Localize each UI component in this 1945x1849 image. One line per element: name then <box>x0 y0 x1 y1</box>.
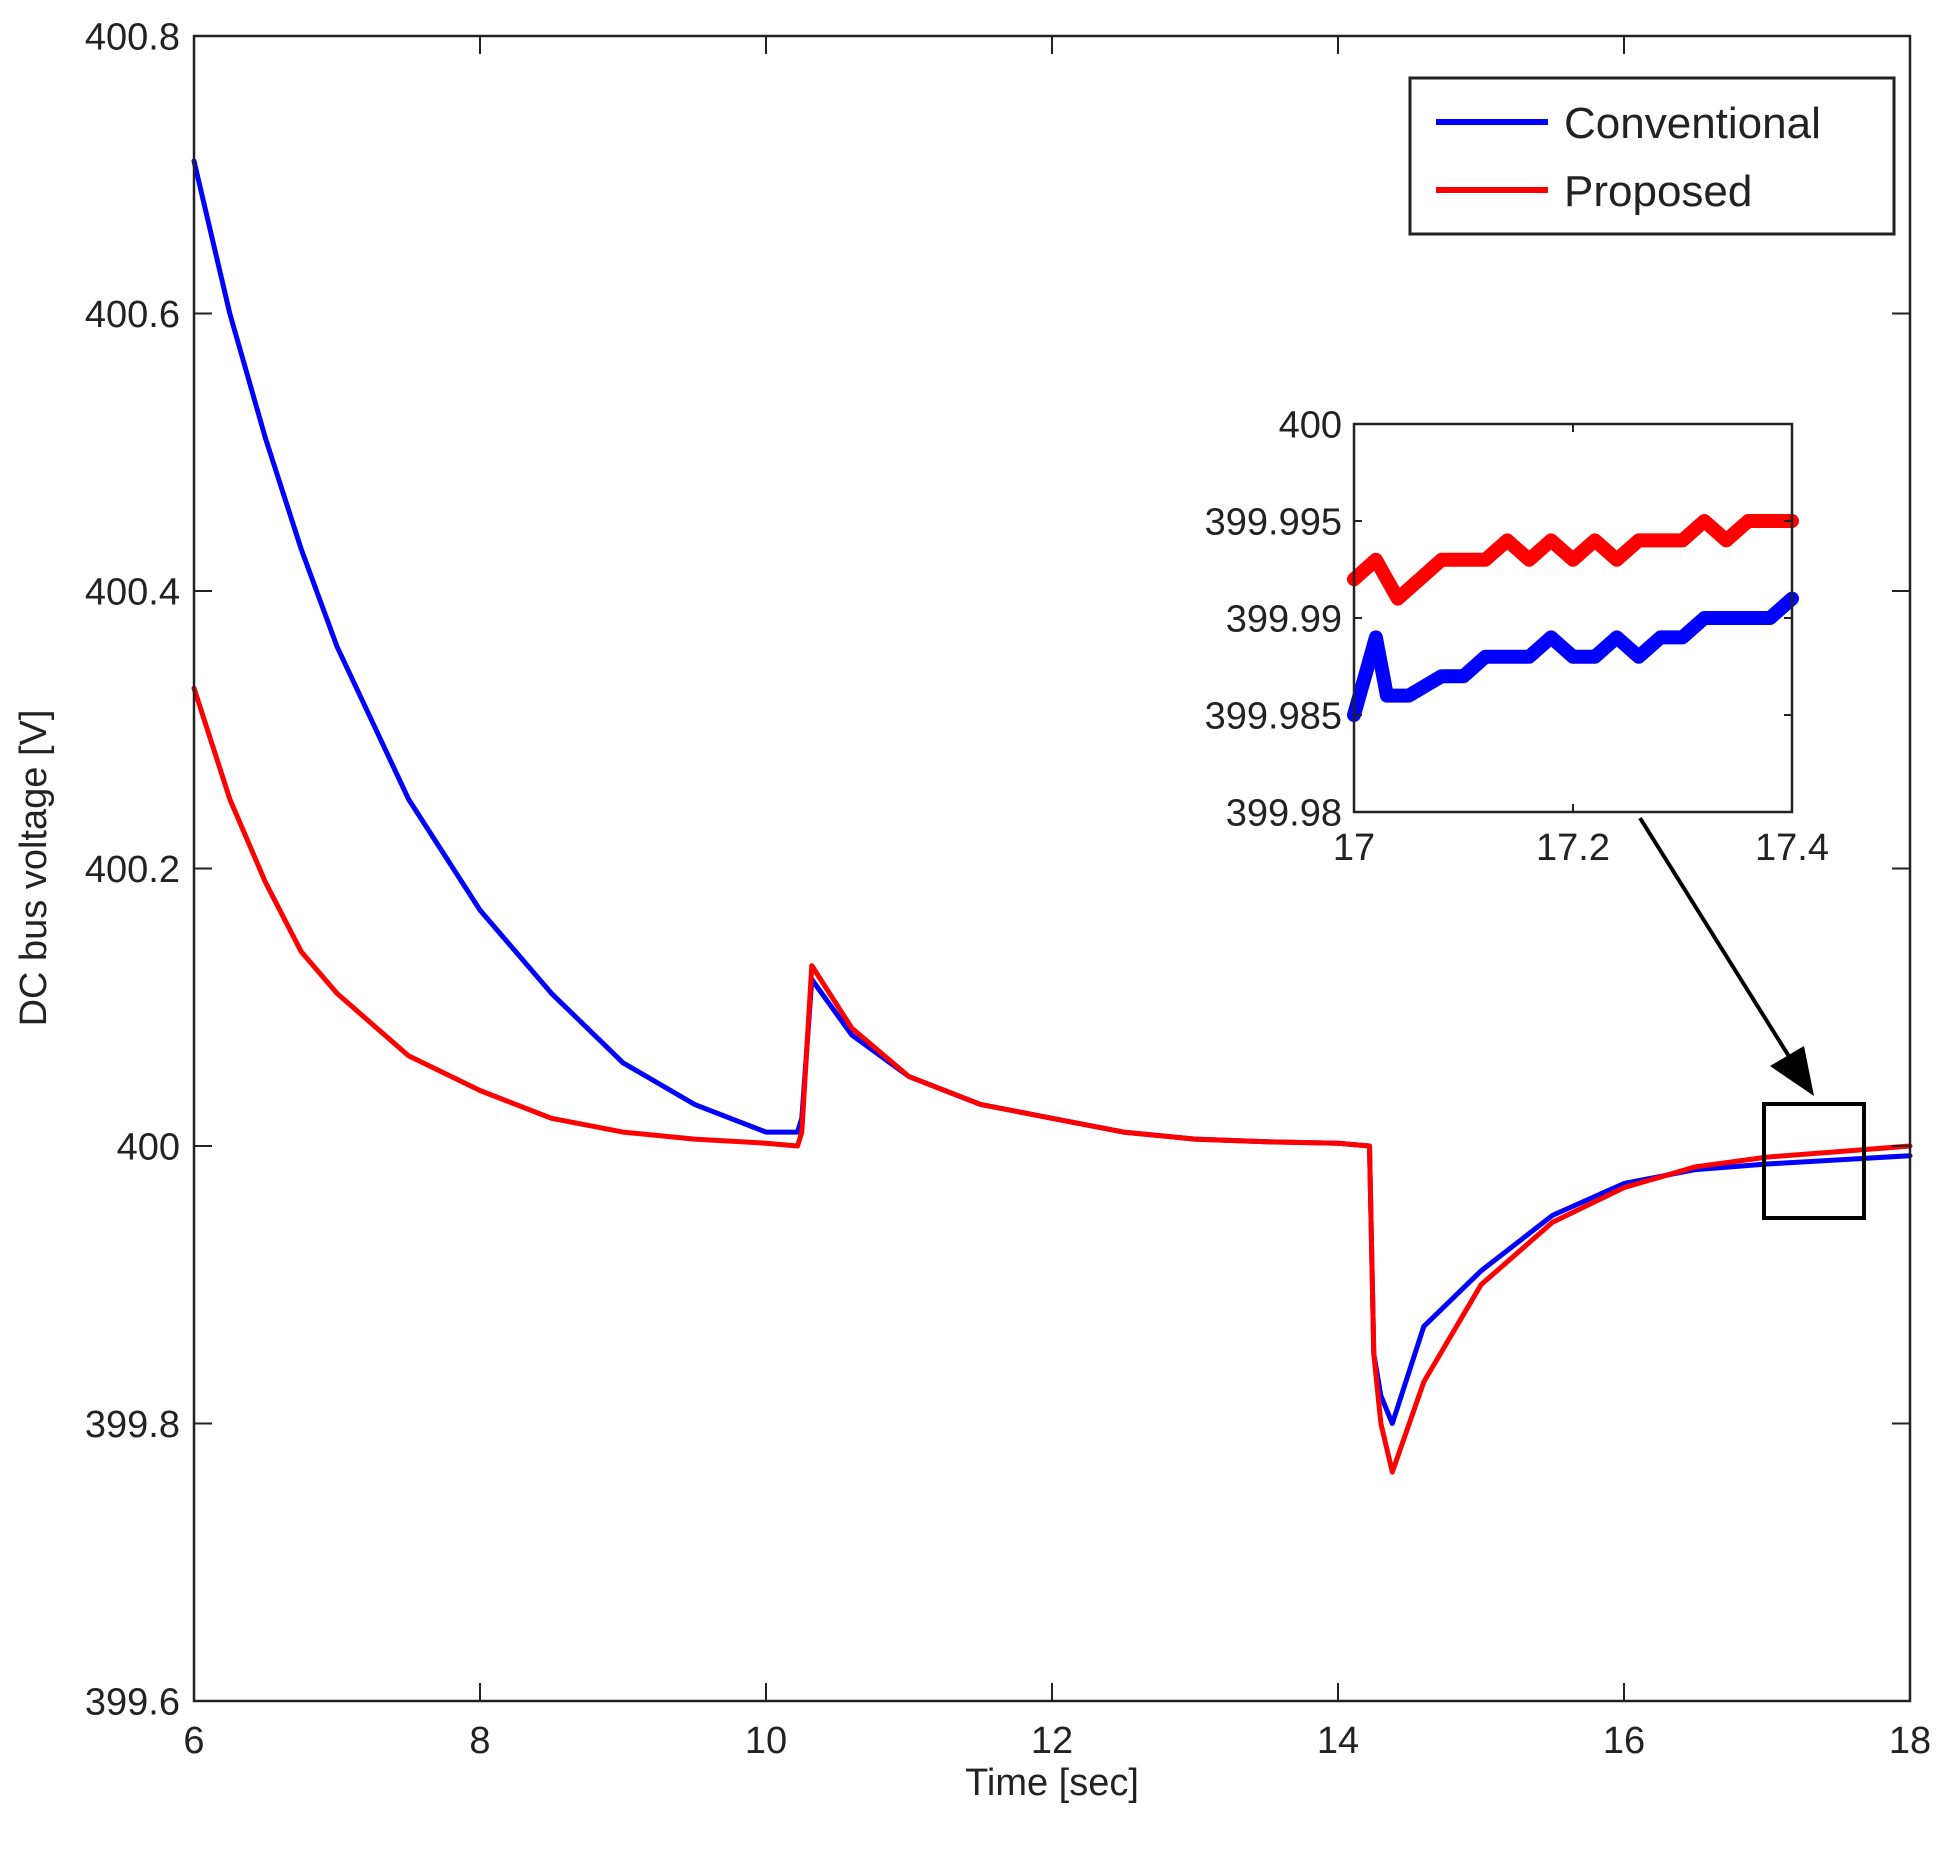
zoom-arrow-line <box>1638 816 1792 1060</box>
main-y-ticks: 399.6 399.8 400 400.2 400.4 400.6 400.8 <box>85 17 1910 1724</box>
main-y-tick-label: 400.2 <box>85 849 180 891</box>
inset-series-group <box>1347 514 1799 722</box>
main-x-tick-label: 12 <box>1031 1720 1073 1762</box>
main-x-tick-label: 14 <box>1317 1720 1359 1762</box>
main-x-tick-label: 16 <box>1603 1720 1645 1762</box>
y-axis-label: DC bus voltage [V] <box>13 710 55 1027</box>
inset-y-tick-label: 399.985 <box>1205 696 1342 738</box>
inset-y-tick-label: 399.99 <box>1226 599 1342 641</box>
main-x-tick-label: 6 <box>183 1720 204 1762</box>
main-y-tick-label: 400.6 <box>85 294 180 336</box>
inset-x-tick-label: 17 <box>1333 827 1375 869</box>
main-x-tick-label: 8 <box>469 1720 490 1762</box>
legend: Conventional Proposed <box>1408 76 1896 236</box>
main-y-tick-label: 400.8 <box>85 17 180 59</box>
main-series-group <box>191 158 1913 1475</box>
inset-x-tick-label: 17.2 <box>1536 827 1610 869</box>
main-x-tick-label: 18 <box>1889 1720 1931 1762</box>
legend-label-conventional: Conventional <box>1564 99 1821 148</box>
zoom-region-box <box>1762 1102 1866 1220</box>
main-y-tick-label: 400.4 <box>85 572 180 614</box>
legend-box <box>1408 76 1896 236</box>
inset-x-tick-label: 17.4 <box>1755 827 1829 869</box>
main-y-tick-label: 399.6 <box>85 1682 180 1724</box>
inset-y-tick-label: 399.995 <box>1205 502 1342 544</box>
inset-x-ticks: 17 17.2 17.4 <box>1333 424 1829 869</box>
main-axes: 6 8 10 12 14 16 18 399.6 399.8 400 400.2 400.4 400.… <box>13 17 1931 1804</box>
inset-y-tick-label: 399.98 <box>1226 793 1342 835</box>
x-axis-label: Time [sec] <box>965 1762 1139 1804</box>
zoom-arrow-head <box>1770 1046 1814 1096</box>
inset-series-line-conventional <box>1347 591 1799 722</box>
main-x-ticks: 6 8 10 12 14 16 18 <box>183 36 1931 1762</box>
main-y-tick-label: 400 <box>117 1127 180 1169</box>
inset-y-tick-label: 400 <box>1279 405 1342 447</box>
inset-series-line-proposed <box>1347 514 1799 606</box>
main-y-tick-label: 399.8 <box>85 1404 180 1446</box>
inset-axes: 17 17.2 17.4 399.98 399.985 399.99 399.995 400 <box>1205 405 1829 869</box>
main-series-line-proposed <box>191 685 1913 1475</box>
main-x-tick-label: 10 <box>745 1720 787 1762</box>
inset-y-ticks: 399.98 399.985 399.99 399.995 400 <box>1205 405 1792 835</box>
legend-label-proposed: Proposed <box>1564 167 1752 216</box>
